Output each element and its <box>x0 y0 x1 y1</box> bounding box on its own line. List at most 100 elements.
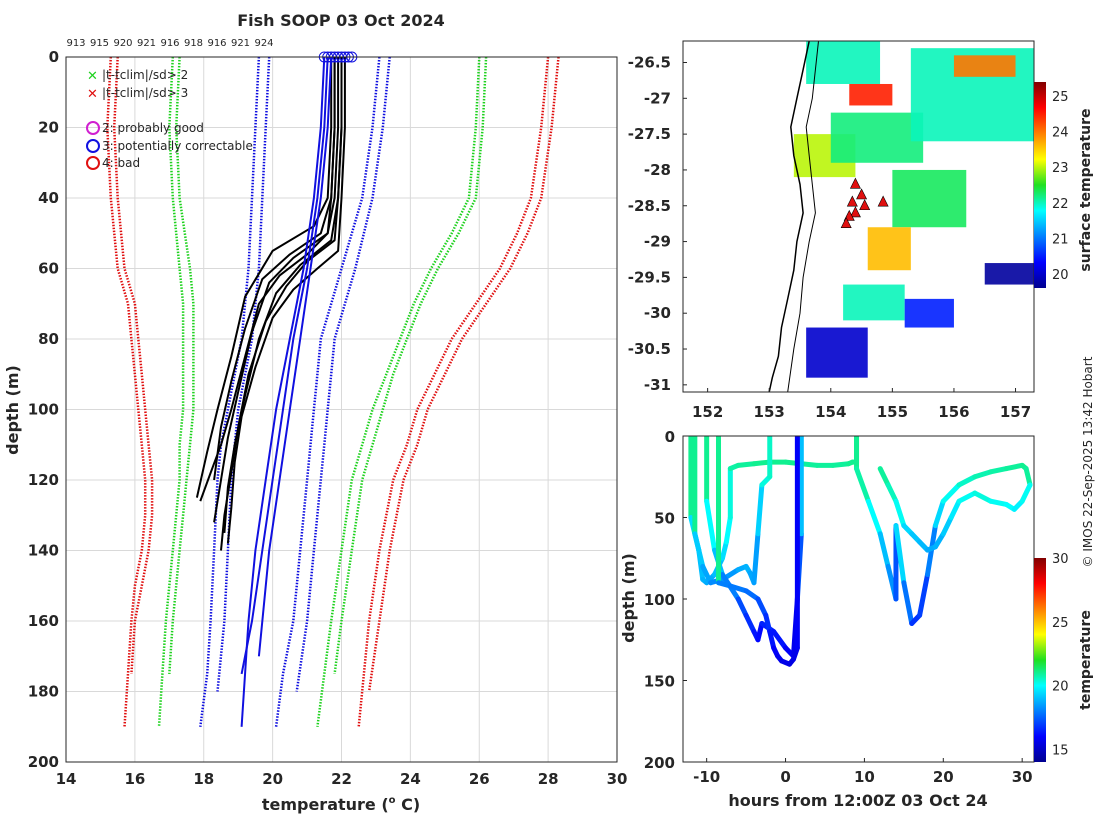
cast-segment-cast-f-9 <box>948 498 962 520</box>
cast-segment-cast-f-8 <box>940 515 954 537</box>
profile-legend: ✕ |t-tclim|/sd> 2 ✕ |t-tclim|/sd> 3 2: proba… <box>86 68 253 170</box>
cast-segment-cast-f-10 <box>956 490 978 504</box>
profile-y-tick-6: 120 <box>28 471 59 489</box>
profile-y-tick-0: 0 <box>49 48 59 66</box>
profile-top-label-3: 921 <box>137 38 156 49</box>
sst-patch-11 <box>953 55 1016 77</box>
profile-top-label-7: 921 <box>231 38 250 49</box>
map-x-tick-5: 157 <box>1000 403 1031 421</box>
map-y-tick-7: -30 <box>644 304 671 322</box>
time-depth-x-tick-0: -10 <box>693 768 720 786</box>
profile-line-profile-blue-a <box>240 56 329 675</box>
cast-segment-cast-e-18 <box>1023 466 1033 488</box>
time-depth-y-tick-3: 150 <box>644 673 675 691</box>
cast-segment-cast-c-7 <box>755 620 765 643</box>
profile-line-profile-916 <box>213 57 340 523</box>
cast-segment-cast-c-4 <box>735 596 749 618</box>
station-marker-6 <box>840 216 852 228</box>
profile-line-profile-blue-c <box>257 56 333 657</box>
legend-marker-0: ✕ <box>87 69 98 84</box>
time-depth-colorbar-tick-1: 20 <box>1052 680 1069 695</box>
cast-segment-cast-e-7 <box>901 580 915 626</box>
profile-y-tick-9: 180 <box>28 683 59 701</box>
cast-segment-cast-d-4 <box>755 596 769 618</box>
station-marker-3 <box>859 199 871 211</box>
profile-x-tick-7: 28 <box>538 770 559 788</box>
map-x-tick-4: 156 <box>938 403 969 421</box>
legend-marker-2 <box>86 121 100 135</box>
map-y-tick-8: -30.5 <box>628 340 671 358</box>
profile-y-tick-2: 40 <box>38 189 59 207</box>
cast-segment-cast-c-9 <box>771 629 789 651</box>
profile-line-clim-mean-high-b <box>295 56 391 692</box>
cast-segment-cast-e-1 <box>854 466 871 504</box>
cast-segment-cast-f-11 <box>972 490 994 504</box>
profile-line-clim-2sd-high-a <box>316 56 481 727</box>
profile-x-tick-1: 16 <box>124 770 145 788</box>
cast-segment-cast-c-5 <box>743 612 757 635</box>
time-depth-colorbar <box>1034 558 1046 762</box>
profile-line-clim-2sd-low-b <box>168 56 195 674</box>
profile-y-tick-10: 200 <box>28 753 59 771</box>
map-colorbar-tick-1: 21 <box>1052 232 1069 247</box>
imos-credit: © IMOS 22-Sep-2025 13:42 Hobart <box>1081 356 1095 567</box>
profile-y-tick-3: 60 <box>38 260 59 278</box>
map-y-tick-6: -29.5 <box>628 268 671 286</box>
cast-segment-cast-e-13 <box>956 474 978 488</box>
profile-x-tick-2: 18 <box>193 770 214 788</box>
profile-ticks: 14 16 18 20 22 24 26 28 30 0 20 40 60 80 100 120 140 160 1… <box>28 48 628 788</box>
station-marker-4 <box>849 206 861 218</box>
sst-patch-1 <box>830 112 924 163</box>
cast-segment-cast-e-14 <box>972 469 994 480</box>
profile-chart-title: Fish SOOP 03 Oct 2024 <box>237 11 445 30</box>
cast-segment-cast-e-16 <box>1003 462 1025 472</box>
cast-segment-cast-f-0 <box>877 466 891 488</box>
profile-line-clim-mean-low-a <box>199 56 261 727</box>
sst-patch-5 <box>867 227 911 271</box>
cast-segment-cast-d-2 <box>727 583 749 594</box>
profile-top-label-4: 916 <box>160 38 179 49</box>
profile-line-clim-2sd-high-b <box>333 56 488 675</box>
time-depth-colorbar-tick-2: 25 <box>1052 616 1069 631</box>
cast-segment-cast-c-1 <box>704 498 718 553</box>
cast-segment-cast-a-14 <box>798 461 820 468</box>
cast-segment-cast-e-11 <box>932 498 946 529</box>
profile-x-tick-5: 24 <box>400 770 421 788</box>
cast-segment-cast-f-15 <box>1019 482 1033 504</box>
time-depth-casts <box>688 436 1033 667</box>
profile-line-clim-2sd-low-a <box>157 56 185 727</box>
profile-lines <box>106 51 560 727</box>
cast-segment-cast-a-11 <box>751 459 773 467</box>
profile-y-tick-1: 20 <box>38 119 59 137</box>
map-y-tick-5: -29 <box>644 233 671 251</box>
station-marker-7 <box>877 195 889 207</box>
profile-y-tick-5: 100 <box>28 401 59 419</box>
profile-y-tick-4: 80 <box>38 330 59 348</box>
cast-segment-cast-a-6 <box>719 539 729 561</box>
cast-segment-cast-a-7 <box>723 515 733 545</box>
sst-patch-7 <box>806 327 868 378</box>
profile-y-tick-8: 160 <box>28 612 59 630</box>
cast-segment-cast-a-16 <box>830 461 852 468</box>
profile-axes-box <box>65 56 618 763</box>
map-y-tick-3: -28 <box>644 161 671 179</box>
cast-segment-cast-f-2 <box>893 498 907 529</box>
sst-patch-10 <box>849 83 893 106</box>
map-y-tick-0: -26.5 <box>628 53 671 71</box>
time-depth-colorbar-ticks: 15 20 25 30 <box>1052 552 1069 758</box>
shelf-edge <box>787 41 819 392</box>
time-depth-y-tick-2: 100 <box>644 591 675 609</box>
map-colorbar-tick-2: 22 <box>1052 197 1069 212</box>
station-marker-1 <box>856 188 868 200</box>
map-colorbar-tick-4: 24 <box>1052 126 1069 141</box>
sst-patch-8 <box>904 298 954 328</box>
profile-x-tick-6: 26 <box>469 770 490 788</box>
profile-top-labels: 913 915 920 921 916 918 916 921 924 <box>66 38 273 49</box>
station-marker-5 <box>843 209 855 221</box>
profile-line-profile-920 <box>195 57 333 498</box>
cast-segment-cast-f-7 <box>932 531 946 550</box>
profile-x-tick-4: 22 <box>331 770 352 788</box>
map-colorbar-ticks: 20 21 22 23 24 25 <box>1052 90 1069 283</box>
time-depth-colorbar-tick-3: 30 <box>1052 552 1069 567</box>
